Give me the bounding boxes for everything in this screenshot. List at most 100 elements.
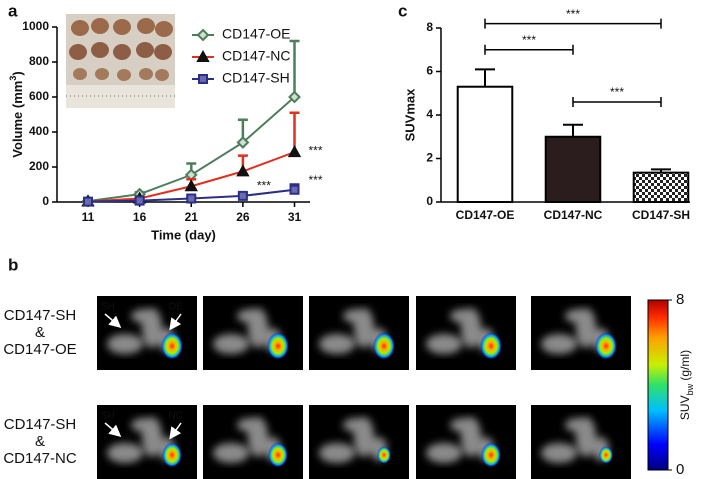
x-tick-label: CD147-OE <box>456 208 515 222</box>
y-tick-label: 8 <box>426 20 433 34</box>
row-label: & <box>35 433 45 450</box>
colorbar-tick-label: 0 <box>676 461 684 478</box>
y-axis-label: SUVmax <box>402 88 417 142</box>
annotation: *** <box>309 143 323 157</box>
x-tick-label: 11 <box>82 210 95 224</box>
tumor-photo-blob <box>137 18 155 34</box>
significance-bracket <box>572 96 662 107</box>
y-axis-label-part: Volume (mm <box>10 81 25 158</box>
y-tick-label: 2 <box>426 151 433 165</box>
pet-blob <box>107 443 143 463</box>
pet-image <box>531 405 631 479</box>
significance-label: *** <box>610 85 624 99</box>
pet-image <box>416 405 516 479</box>
pet-blob <box>237 309 265 323</box>
x-tick-label: 16 <box>133 210 147 224</box>
pet-blob <box>213 334 249 354</box>
significance-label: *** <box>522 33 536 47</box>
arrow-label: OE <box>169 302 184 313</box>
pet-hotspot <box>267 332 289 360</box>
arrow <box>104 422 122 437</box>
pet-image <box>97 296 197 370</box>
pet-blob <box>565 309 593 323</box>
tumor-photo-blob <box>69 44 87 60</box>
arrow <box>104 313 122 328</box>
tumor-photo-blob <box>91 42 109 58</box>
y-axis-label: Volume (mm3) <box>8 71 25 157</box>
marker <box>237 190 248 201</box>
annotation: *** <box>309 173 323 187</box>
pet-image <box>97 405 197 479</box>
pet-blob <box>319 334 355 354</box>
pet-hotspot <box>162 442 182 468</box>
error-bar <box>475 68 495 87</box>
y-tick-label: 600 <box>29 89 49 103</box>
pet-body <box>319 308 387 354</box>
panel-label: c <box>398 1 407 20</box>
marker <box>134 195 145 206</box>
colorbar <box>647 299 669 471</box>
y-tick-label: 400 <box>29 124 49 138</box>
tumor-photo-blob <box>155 69 169 81</box>
pet-hotspot <box>268 442 288 468</box>
pet-blob <box>450 309 478 323</box>
pet-blob <box>541 443 577 463</box>
x-tick-label: CD147-SH <box>632 208 690 222</box>
pet-hotspot <box>373 332 395 360</box>
y-axis-label-part: ) <box>10 71 25 75</box>
tumor-photo-blob <box>136 42 154 58</box>
row-label: CD147-NC <box>3 450 77 467</box>
pet-hotspot <box>377 446 391 464</box>
tumor-photo-blob <box>139 68 153 80</box>
bar <box>456 85 514 203</box>
colorbar-label-part: SUV <box>678 395 692 420</box>
y-tick-label: 800 <box>29 54 49 68</box>
row-label: CD147-SH <box>4 307 77 324</box>
x-axis-label: Time (day) <box>151 227 216 242</box>
pet-blob <box>565 418 593 432</box>
row-label: & <box>35 324 45 341</box>
pet-blob <box>107 334 143 354</box>
pet-blob <box>343 309 371 323</box>
marker <box>236 164 250 177</box>
pet-image <box>203 296 303 370</box>
significance-bracket <box>484 18 662 29</box>
pet-blob <box>426 443 462 463</box>
pet-image <box>309 405 409 479</box>
pet-hotspot <box>595 332 617 360</box>
marker <box>186 193 197 204</box>
arrow <box>169 422 182 440</box>
pet-hotspot <box>481 442 501 468</box>
y-tick-label: 0 <box>426 194 433 208</box>
arrow <box>169 313 182 331</box>
tumor-photo-blob <box>113 44 131 60</box>
pet-blob <box>450 418 478 432</box>
pet-blob <box>426 334 462 354</box>
marker <box>236 136 250 149</box>
annotation: *** <box>257 178 271 192</box>
x-tick-label: 26 <box>236 210 250 224</box>
pet-hotspot <box>599 446 613 464</box>
tumor-photo-blob <box>73 68 87 80</box>
x-tick-label: CD147-NC <box>544 208 603 222</box>
y-tick-label: 4 <box>426 107 433 121</box>
error-bar <box>289 39 300 97</box>
significance-bracket <box>484 44 574 55</box>
marker <box>288 90 301 104</box>
pet-blob <box>541 334 577 354</box>
legend-label: CD147-OE <box>222 26 290 42</box>
pet-blob <box>131 418 159 432</box>
marker <box>184 179 198 192</box>
legend-label: CD147-NC <box>222 48 290 64</box>
marker <box>289 184 300 195</box>
legend-label: CD147-SH <box>222 70 290 86</box>
y-tick-label: 0 <box>42 194 49 208</box>
marker <box>198 74 208 84</box>
row-label: CD147-SH <box>4 416 77 433</box>
row-label: CD147-OE <box>3 341 76 358</box>
marker <box>82 196 93 207</box>
x-tick-label: 31 <box>288 210 302 224</box>
tumor-photo-blob <box>95 68 109 80</box>
pet-blob <box>343 418 371 432</box>
